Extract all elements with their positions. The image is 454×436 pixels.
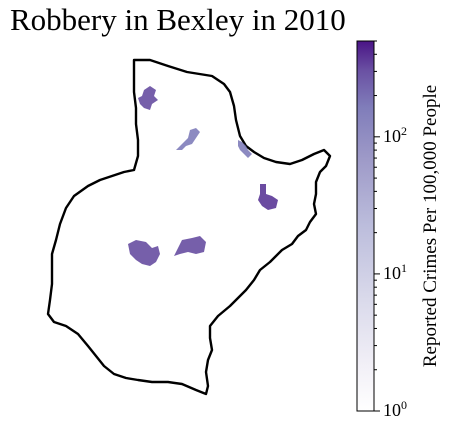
borough-boundary — [46, 58, 332, 396]
colorbar — [356, 40, 375, 412]
ward-highlight — [128, 240, 160, 266]
colorbar-label: Reported Crimes Per 100,000 People — [420, 84, 441, 368]
colorbar-ticks — [374, 40, 380, 412]
ward-highlight — [138, 86, 158, 110]
colorbar-tick-label: 100 — [383, 398, 407, 420]
colorbar-tick-label: 101 — [383, 260, 407, 283]
map-title: Robbery in Bexley in 2010 — [10, 2, 346, 37]
ward-highlight — [238, 140, 252, 158]
colorbar-tick-label: 102 — [383, 123, 407, 146]
ward-highlight — [258, 184, 278, 210]
ward-highlight — [176, 128, 200, 150]
ward-highlight — [174, 236, 206, 256]
